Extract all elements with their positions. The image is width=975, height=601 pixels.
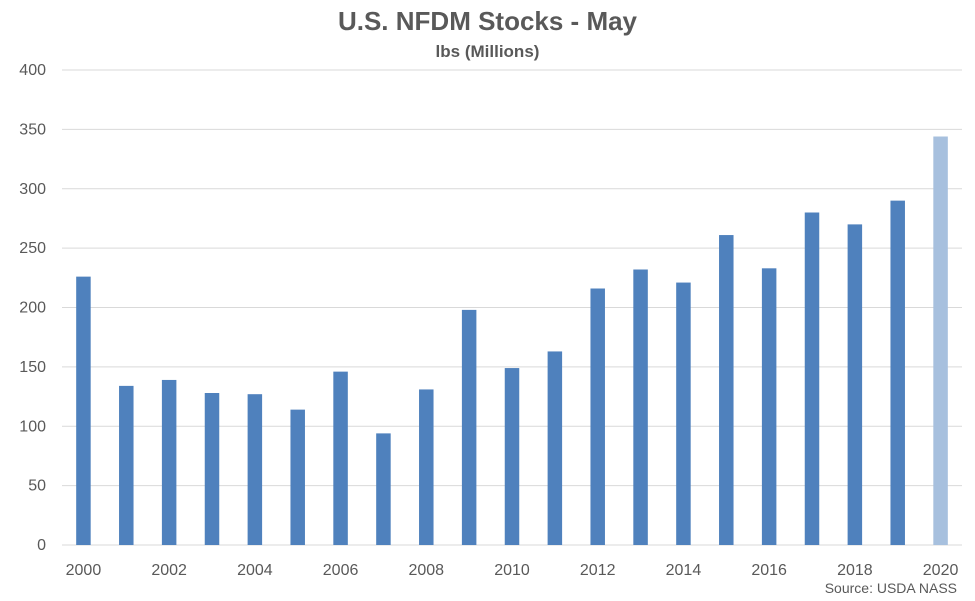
x-tick-label: 2014 — [666, 562, 702, 579]
bar-2006 — [333, 371, 348, 546]
bar-2012 — [590, 288, 605, 545]
bar-2004 — [247, 394, 263, 545]
bar-2020 — [933, 136, 948, 545]
y-tick-label: 400 — [19, 62, 46, 79]
bar-2003 — [204, 393, 220, 545]
bar-2016 — [761, 268, 777, 545]
y-tick-label: 100 — [19, 418, 46, 435]
x-tick-label: 2018 — [837, 562, 873, 579]
bar-2007 — [376, 433, 391, 546]
bar-2011 — [547, 351, 563, 545]
bar-2000 — [76, 276, 91, 546]
x-tick-label: 2008 — [408, 562, 444, 579]
bar-2005 — [290, 409, 305, 546]
bar-2001 — [119, 385, 134, 546]
x-tick-label: 2002 — [151, 562, 187, 579]
bar-2015 — [719, 235, 734, 545]
y-tick-label: 0 — [37, 537, 46, 554]
x-tick-label: 2000 — [66, 562, 102, 579]
bar-2002 — [161, 379, 177, 545]
source-note: Source: USDA NASS — [824, 580, 957, 596]
y-tick-label: 150 — [19, 359, 46, 376]
bar-2014 — [676, 282, 691, 545]
x-tick-label: 2004 — [237, 562, 273, 579]
bar-2008 — [419, 389, 434, 545]
y-tick-label: 200 — [19, 300, 46, 317]
x-tick-label: 2006 — [323, 562, 359, 579]
x-tick-label: 2016 — [751, 562, 787, 579]
y-tick-label: 350 — [19, 121, 46, 138]
y-tick-label: 300 — [19, 181, 46, 198]
bar-2018 — [847, 224, 863, 546]
bar-2013 — [633, 269, 648, 545]
x-tick-label: 2020 — [923, 562, 959, 579]
y-tick-label: 50 — [28, 478, 46, 495]
y-tick-label: 250 — [19, 240, 46, 257]
bar-2010 — [504, 368, 520, 545]
x-tick-label: 2010 — [494, 562, 530, 579]
bar-2019 — [890, 200, 905, 546]
chart-title: U.S. NFDM Stocks - May — [337, 6, 638, 36]
chart-subtitle: lbs (Millions) — [435, 42, 540, 61]
x-tick-label: 2012 — [580, 562, 616, 579]
bar-2009 — [461, 309, 477, 546]
bar-2017 — [804, 212, 820, 545]
